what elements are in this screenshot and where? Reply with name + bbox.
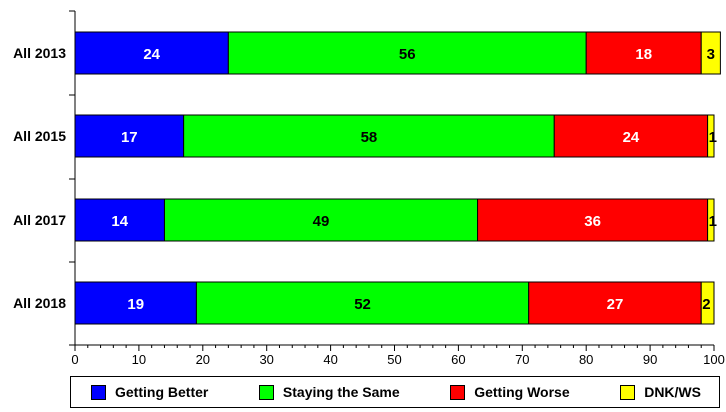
bar-segment — [700, 31, 721, 75]
bar-segment — [163, 198, 479, 242]
data-label: 49 — [313, 213, 330, 230]
x-tick-label: 80 — [579, 352, 593, 367]
legend-label: Getting Better — [115, 384, 209, 400]
x-tick-label: 30 — [259, 352, 273, 367]
legend-item: Getting Better — [91, 384, 208, 400]
x-tick-label: 0 — [71, 352, 78, 367]
legend-item: DNK/WS — [620, 384, 701, 400]
legend-label: DNK/WS — [644, 384, 701, 400]
bar-segment — [74, 31, 229, 75]
bar-segment — [74, 198, 165, 242]
legend-swatch — [450, 384, 466, 400]
legend-item: Getting Worse — [450, 384, 570, 400]
x-tick-label: 40 — [323, 352, 337, 367]
data-label: 24 — [143, 46, 160, 63]
legend-label: Getting Worse — [474, 384, 570, 400]
legend-item: Staying the Same — [258, 384, 400, 400]
legend: Getting Better Staying the Same Getting Wo… — [70, 376, 720, 408]
data-label: 17 — [121, 129, 138, 146]
data-label: 52 — [354, 296, 371, 313]
bar-segment — [74, 281, 197, 325]
bar-segment — [227, 31, 587, 75]
data-label: 24 — [623, 129, 640, 146]
data-label: 19 — [127, 296, 144, 313]
data-label: 27 — [607, 296, 624, 313]
category-label: All 2015 — [13, 128, 66, 144]
bar-segment — [707, 198, 715, 242]
x-tick-label: 60 — [451, 352, 465, 367]
legend-swatch — [258, 384, 274, 400]
category-label: All 2017 — [13, 212, 66, 228]
category-label: All 2013 — [13, 45, 66, 61]
x-tick-label: 50 — [387, 352, 401, 367]
x-tick-label: 90 — [643, 352, 657, 367]
data-label: 1 — [709, 129, 717, 146]
category-label: All 2018 — [13, 295, 66, 311]
bars: 24 56 18 3 17 58 24 1 14 49 36 1 19 52 27 2 — [74, 31, 721, 325]
bar-segment — [528, 281, 702, 325]
x-tick-label: 100 — [703, 352, 725, 367]
legend-swatch — [620, 384, 636, 400]
bar-segment — [183, 114, 555, 158]
legend-label: Staying the Same — [282, 384, 400, 400]
x-tick-label: 70 — [515, 352, 529, 367]
bar-segment — [74, 114, 185, 158]
bar-segment — [700, 281, 715, 325]
category-labels: All 2013 All 2015 All 2017 All 2018 — [13, 45, 66, 311]
data-label: 2 — [702, 296, 710, 313]
x-tick-label: 10 — [132, 352, 146, 367]
data-label: 3 — [707, 46, 715, 63]
legend-swatch — [91, 384, 106, 400]
data-label: 36 — [584, 213, 601, 230]
data-label: 18 — [635, 46, 652, 63]
data-label: 14 — [111, 213, 128, 230]
data-label: 58 — [361, 129, 378, 146]
bar-segment — [707, 114, 715, 158]
x-tick-label: 20 — [196, 352, 210, 367]
data-label: 1 — [709, 213, 717, 230]
x-tick-labels: 0 10 20 30 40 50 60 70 80 90 100 — [71, 352, 724, 367]
bar-segment — [477, 198, 709, 242]
bar-segment — [195, 281, 530, 325]
bar-segment — [553, 114, 709, 158]
data-label: 56 — [399, 46, 416, 63]
